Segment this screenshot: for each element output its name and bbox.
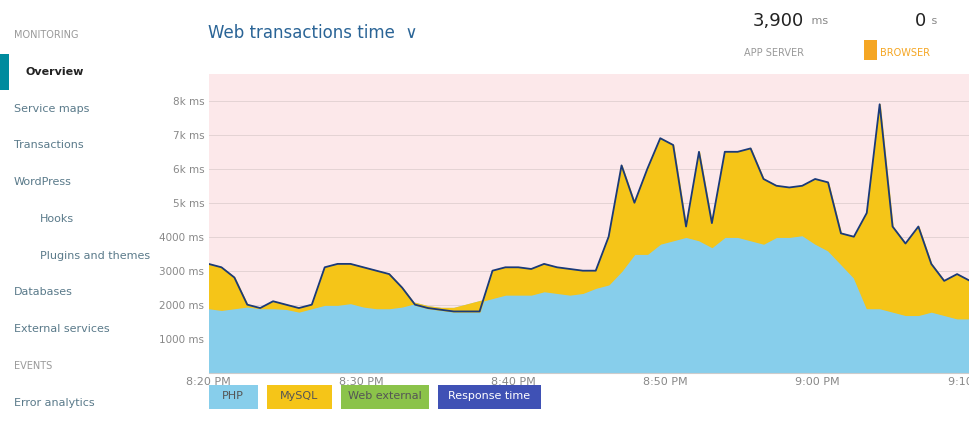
Text: BROWSER: BROWSER (880, 48, 929, 58)
Text: Web transactions time  ∨: Web transactions time ∨ (207, 24, 417, 42)
Text: MONITORING: MONITORING (14, 30, 78, 40)
Text: 0: 0 (914, 12, 925, 29)
Text: EVENTS: EVENTS (14, 361, 52, 371)
Text: ms: ms (807, 16, 828, 26)
Text: 3,900: 3,900 (752, 12, 803, 29)
Text: Overview: Overview (26, 67, 84, 77)
Text: MySQL: MySQL (280, 391, 319, 401)
Bar (341, 385, 428, 409)
Text: Error analytics: Error analytics (14, 397, 94, 408)
Bar (437, 385, 540, 409)
Text: Response time: Response time (448, 391, 530, 401)
Text: PHP: PHP (222, 391, 244, 401)
Text: Web external: Web external (348, 391, 422, 401)
Text: External services: External services (14, 324, 109, 334)
Bar (0, 53, 199, 91)
Bar (208, 385, 258, 409)
Bar (0, 53, 9, 91)
Text: Plugins and themes: Plugins and themes (40, 250, 150, 261)
Text: Service maps: Service maps (14, 104, 89, 114)
Text: Databases: Databases (14, 288, 73, 297)
Text: s: s (927, 16, 937, 26)
Text: Hooks: Hooks (40, 214, 74, 224)
Bar (863, 40, 876, 60)
Bar (266, 385, 331, 409)
Text: APP SERVER: APP SERVER (743, 48, 803, 58)
Text: Transactions: Transactions (14, 141, 83, 150)
Text: WordPress: WordPress (14, 177, 72, 187)
